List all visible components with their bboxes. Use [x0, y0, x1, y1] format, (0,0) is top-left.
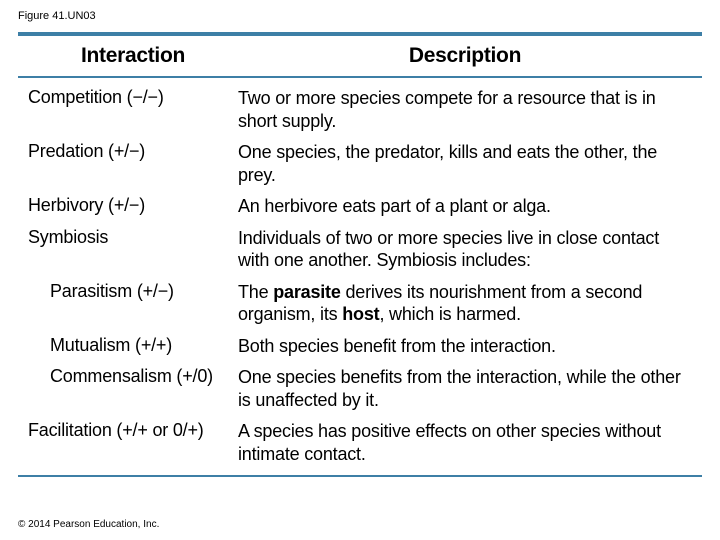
description-cell: Individuals of two or more species live … — [238, 227, 692, 272]
interaction-cell: Mutualism (+/+) — [28, 335, 238, 356]
interaction-cell: Symbiosis — [28, 227, 238, 248]
desc-bold: parasite — [273, 282, 340, 302]
interaction-cell: Parasitism (+/−) — [28, 281, 238, 302]
description-cell: The parasite derives its nourishment fro… — [238, 281, 692, 326]
table-row: Competition (−/−) Two or more species co… — [28, 84, 692, 138]
description-cell: An herbivore eats part of a plant or alg… — [238, 195, 692, 218]
interaction-cell: Facilitation (+/+ or 0/+) — [28, 420, 238, 441]
mid-rule — [18, 76, 702, 78]
desc-bold: host — [342, 304, 379, 324]
description-cell: A species has positive effects on other … — [238, 420, 692, 465]
description-cell: One species benefits from the interactio… — [238, 366, 692, 411]
description-cell: Both species benefit from the interactio… — [238, 335, 692, 358]
table-row: Predation (+/−) One species, the predato… — [28, 138, 692, 192]
interaction-cell: Commensalism (+/0) — [28, 366, 238, 387]
interaction-cell: Herbivory (+/−) — [28, 195, 238, 216]
table-row: Parasitism (+/−) The parasite derives it… — [28, 278, 692, 332]
table-row: Commensalism (+/0) One species benefits … — [28, 363, 692, 417]
desc-text: The — [238, 282, 273, 302]
copyright-text: © 2014 Pearson Education, Inc. — [18, 519, 159, 530]
interaction-cell: Competition (−/−) — [28, 87, 238, 108]
header-description: Description — [238, 44, 692, 68]
table-row: Herbivory (+/−) An herbivore eats part o… — [28, 192, 692, 224]
description-cell: Two or more species compete for a resour… — [238, 87, 692, 132]
table-body: Competition (−/−) Two or more species co… — [18, 84, 702, 471]
description-cell: One species, the predator, kills and eat… — [238, 141, 692, 186]
bottom-rule — [18, 475, 702, 477]
table-row: Mutualism (+/+) Both species benefit fro… — [28, 332, 692, 364]
interaction-cell: Predation (+/−) — [28, 141, 238, 162]
table-header-row: Interaction Description — [18, 38, 702, 76]
table-row: Symbiosis Individuals of two or more spe… — [28, 224, 692, 278]
table-row: Facilitation (+/+ or 0/+) A species has … — [28, 417, 692, 471]
top-rule — [18, 32, 702, 36]
interaction-table: Interaction Description Competition (−/−… — [18, 32, 702, 477]
figure-label: Figure 41.UN03 — [18, 10, 702, 22]
header-interaction: Interaction — [28, 44, 238, 68]
desc-text: , which is harmed. — [379, 304, 520, 324]
